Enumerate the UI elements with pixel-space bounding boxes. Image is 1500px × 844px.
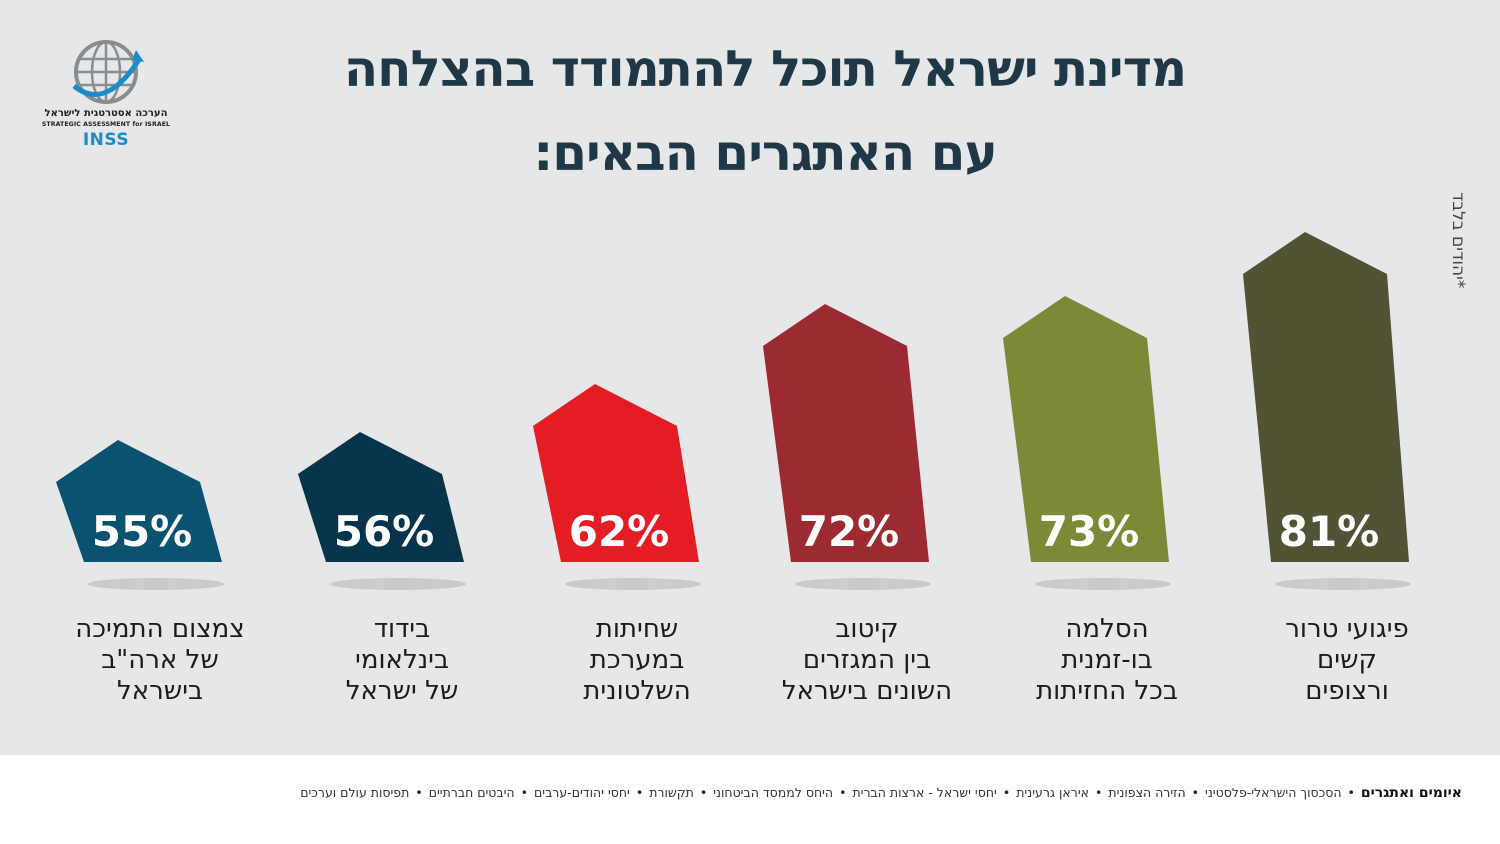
category-label-line: בין המגזרים — [802, 645, 932, 675]
footer-bullet: • — [699, 785, 708, 800]
bar-5: 56% — [298, 432, 466, 590]
category-label: פיגועי טרור קשים ורצופים — [1237, 614, 1457, 707]
category-label-line: צמצום התמיכה — [75, 614, 245, 644]
footer-topic: היבטים חברתיים — [428, 785, 515, 800]
category-label-line: השונים בישראל — [781, 676, 953, 706]
logo-brand-text: INSS — [82, 130, 130, 150]
category-label-line: בישראל — [116, 676, 204, 706]
bar-1: 81% — [1243, 232, 1411, 590]
category-label-line: קשים — [1317, 645, 1377, 675]
inss-logo: הערכה אסטרטגית לישראל STRATEGIC ASSESSME… — [40, 40, 175, 155]
footer-topic: היחס לממסד הביטחוני — [713, 785, 834, 800]
bar-shadow — [1035, 578, 1171, 590]
bar-shadow — [330, 578, 466, 590]
footer-bullet: • — [1094, 785, 1103, 800]
category-label-line: ורצופים — [1305, 676, 1389, 706]
footer-bullet: • — [635, 785, 644, 800]
bar-shape — [763, 304, 929, 562]
category-label-line: של ישראל — [345, 676, 459, 706]
bar-value-label: 56% — [334, 507, 435, 556]
bar-shape — [298, 432, 464, 562]
footer-bullet: • — [520, 785, 528, 800]
bar-2: 73% — [1003, 296, 1171, 590]
logo-english-text: STRATEGIC ASSESSMENT for ISRAEL — [41, 121, 171, 128]
category-label-line: שחיתות — [595, 614, 679, 644]
footer-topic: תקשורת — [649, 785, 694, 800]
bar-shadow — [88, 578, 224, 590]
footer-bullet: • — [415, 785, 423, 800]
bar-value-label: 73% — [1039, 507, 1140, 556]
category-label-line: פיגועי טרור — [1285, 614, 1409, 644]
footer-topic: יחסי יהודים-ערבים — [533, 785, 630, 800]
category-label: קיטוב בין המגזרים השונים בישראל — [757, 614, 977, 707]
bar-shape — [1243, 232, 1409, 562]
bar-shadow — [795, 578, 931, 590]
title-line-1: מדינת ישראל תוכל להתמודד בהצלחה — [343, 40, 1187, 98]
footer-topic: הסכסוך הישראלי-פלסטיני — [1205, 785, 1342, 800]
footer-topics: איומים ואתגרים • הסכסוך הישראלי-פלסטיני • הז… — [20, 785, 1462, 801]
bar-chart: 81% 73% 72% 62% 56% 55% — [56, 232, 1411, 590]
bar-value-label: 72% — [799, 507, 900, 556]
category-label-line: בינלאומי — [355, 645, 449, 675]
bar-shadow — [565, 578, 701, 590]
bar-shape — [56, 440, 222, 562]
bar-value-label: 62% — [569, 507, 670, 556]
category-label: שחיתות במערכת השלטונית — [527, 614, 747, 707]
category-label-line: במערכת — [589, 645, 685, 675]
footer-topic: יחסי ישראל - ארצות הברית — [852, 785, 997, 800]
bar-shape — [533, 384, 699, 562]
category-label-line: בידוד — [373, 614, 431, 644]
bar-value-label: 81% — [1279, 507, 1380, 556]
category-label-line: של ארה"ב — [101, 645, 219, 675]
title-line-2: עם האתגרים הבאים: — [533, 124, 998, 182]
category-label-line: קיטוב — [835, 614, 899, 644]
bar-3: 72% — [763, 304, 931, 590]
footnote: *יהודים בלבד — [1448, 192, 1468, 289]
category-label: צמצום התמיכה של ארה"ב בישראל — [50, 614, 270, 707]
logo-hebrew-text: הערכה אסטרטגית לישראל — [44, 108, 168, 119]
footer-bar: איומים ואתגרים • הסכסוך הישראלי-פלסטיני • הז… — [0, 755, 1500, 844]
footer-bullet: • — [1347, 785, 1355, 800]
footer-bullet: • — [1002, 785, 1011, 800]
bar-6: 55% — [56, 440, 224, 590]
footer-bullet: • — [839, 785, 847, 800]
category-label: בידוד בינלאומי של ישראל — [292, 614, 512, 707]
infographic-area: הערכה אסטרטגית לישראל STRATEGIC ASSESSME… — [40, 40, 1468, 707]
category-label-line: בו-זמנית — [1061, 645, 1153, 675]
category-label: הסלמה בו-זמנית בכל החזיתות — [997, 614, 1217, 707]
bar-4: 62% — [533, 384, 701, 590]
bar-value-label: 55% — [92, 507, 193, 556]
footer-topic: תפיסות עולם וערכים — [300, 785, 410, 800]
bar-shadow — [1275, 578, 1411, 590]
category-label-line: הסלמה — [1065, 614, 1149, 644]
footer-topic: הזירה הצפונית — [1108, 785, 1186, 800]
footer-lead: איומים ואתגרים — [1360, 785, 1462, 801]
bar-shape — [1003, 296, 1169, 562]
category-label-line: השלטונית — [583, 676, 691, 706]
footer-bullet: • — [1191, 785, 1200, 800]
category-label-line: בכל החזיתות — [1036, 676, 1178, 706]
footer-topic: איראן גרעינית — [1016, 785, 1089, 800]
globe-icon — [72, 40, 144, 104]
